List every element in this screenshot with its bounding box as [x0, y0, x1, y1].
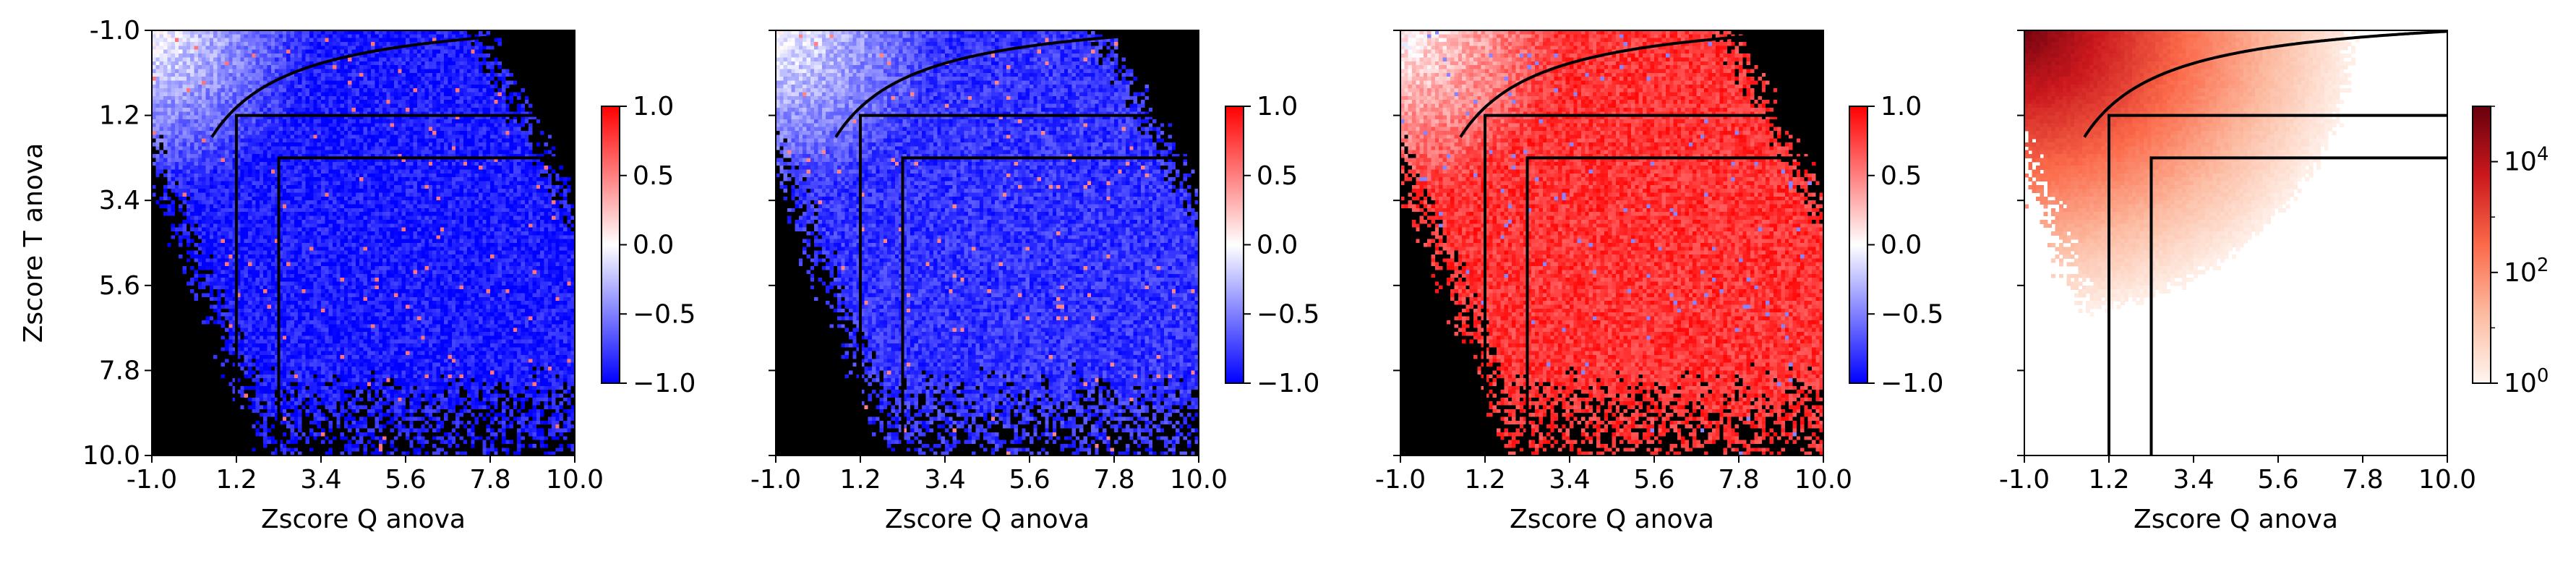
x-tick-label: 1.2 — [2088, 465, 2129, 495]
y-tick-label: 1.2 — [99, 101, 140, 131]
colorbar-tick-label: 0.0 — [633, 231, 674, 260]
colorbar-tick-label: 100 — [2504, 365, 2549, 398]
plot-frame — [775, 30, 1199, 456]
colorbar-tick-label: −0.5 — [1880, 299, 1943, 329]
threshold-box-2 — [277, 156, 575, 455]
overlay-curve — [834, 30, 1199, 138]
x-axis-label: Zscore Q anova — [261, 505, 466, 534]
x-tick-label: 3.4 — [924, 465, 965, 495]
heatmap-cells — [2024, 30, 2360, 317]
threshold-box-1 — [859, 114, 1199, 455]
x-tick-label: 10.0 — [546, 465, 604, 495]
x-tick-label: 7.8 — [469, 465, 510, 495]
colorbar-tick-label: −0.5 — [1257, 299, 1319, 329]
overlay-curve — [210, 30, 575, 138]
colorbar-scale — [1225, 106, 1244, 384]
chart-panel-3: -1.0 1.2 3.4 5.6 7.8 10.0 Zscore Q anova 1.0 0.5… — [1375, 30, 1943, 534]
x-tick-label: -1.0 — [750, 465, 801, 495]
tick-base: 10 — [2504, 258, 2537, 288]
colorbar-tick-label: 0.5 — [633, 161, 674, 191]
x-tick-label: -1.0 — [1375, 465, 1426, 495]
x-tick-label: 3.4 — [300, 465, 341, 495]
x-tick-label: -1.0 — [1999, 465, 2050, 495]
x-tick-label: 3.4 — [1549, 465, 1590, 495]
x-tick-label: 5.6 — [1633, 465, 1674, 495]
chart-panel-2: -1.0 1.2 3.4 5.6 7.8 10.0 Zscore Q anova 1.0 0.5… — [750, 30, 1319, 534]
x-tick-label: 10.0 — [1794, 465, 1852, 495]
y-tick-label: 3.4 — [99, 186, 140, 215]
x-tick-label: -1.0 — [127, 465, 177, 495]
colorbar-tick-label: −1.0 — [1257, 369, 1319, 398]
x-tick-label: 1.2 — [1464, 465, 1505, 495]
threshold-box-2 — [901, 156, 1199, 455]
x-tick-label: 7.8 — [2342, 465, 2383, 495]
tick-base: 10 — [2504, 147, 2537, 177]
overlay-curve — [1459, 30, 1824, 138]
y-tick-label: 5.6 — [99, 271, 140, 301]
colorbar-tick-label: 0.0 — [1257, 231, 1298, 260]
y-tick-label: 7.8 — [99, 356, 140, 385]
colorbar-tick-label: 0.0 — [1880, 231, 1922, 260]
tick-exponent: 2 — [2537, 254, 2549, 276]
threshold-box-1 — [2108, 114, 2447, 455]
x-tick-label: 7.8 — [1093, 465, 1134, 495]
heatmap-cells — [776, 30, 1199, 456]
x-tick-label: 10.0 — [1170, 465, 1228, 495]
x-tick-label: 10.0 — [2418, 465, 2476, 495]
colorbar-tick-label: 1.0 — [1880, 92, 1922, 121]
plot-frame — [151, 30, 575, 456]
colorbar-scale — [601, 106, 620, 384]
colorbar-tick-label: 0.5 — [1880, 161, 1922, 191]
plot-frame — [1400, 30, 1824, 456]
x-axis-label: Zscore Q anova — [1510, 505, 1714, 534]
y-tick-label: 10.0 — [82, 441, 140, 471]
threshold-box-2 — [1526, 156, 1823, 455]
heatmap-cells — [1400, 30, 1824, 456]
tick-exponent: 4 — [2537, 144, 2549, 166]
x-axis-label: Zscore Q anova — [2134, 505, 2338, 534]
plot-frame — [2024, 30, 2448, 456]
tick-base: 10 — [2504, 369, 2537, 398]
colorbar: 1.0 0.5 0.0 −0.5 −1.0 — [1225, 92, 1319, 398]
x-tick-label: 1.2 — [215, 465, 257, 495]
threshold-box-1 — [235, 114, 575, 455]
colorbar-tick-label: 1.0 — [1257, 92, 1298, 121]
x-tick-label: 3.4 — [2173, 465, 2214, 495]
x-tick-label: 5.6 — [2257, 465, 2298, 495]
colorbar-tick-label: 0.5 — [1257, 161, 1298, 191]
x-axis-label: Zscore Q anova — [885, 505, 1090, 534]
heatmap-cells — [152, 30, 575, 456]
x-tick-label: 7.8 — [1718, 465, 1759, 495]
x-tick-label: 5.6 — [1009, 465, 1050, 495]
colorbar: 1.0 0.5 0.0 −0.5 −1.0 — [601, 92, 696, 398]
threshold-box-2 — [2149, 156, 2447, 455]
x-tick-label: 1.2 — [839, 465, 881, 495]
colorbar-scale — [1849, 106, 1868, 384]
colorbar-scale — [2472, 106, 2491, 384]
colorbar-tick-label: −0.5 — [633, 299, 696, 329]
chart-panel-1: -1.0 1.2 3.4 5.6 7.8 10.0 Zscore Q anova -1.0 1.… — [19, 16, 696, 534]
y-axis-label: Zscore T anova — [19, 143, 48, 343]
colorbar: 1.0 0.5 0.0 −0.5 −1.0 — [1849, 92, 1943, 398]
colorbar-tick-label: 1.0 — [633, 92, 674, 121]
colorbar-tick-label: −1.0 — [1880, 369, 1943, 398]
x-tick-label: 5.6 — [385, 465, 426, 495]
tick-exponent: 0 — [2537, 365, 2549, 387]
colorbar-tick-label: 104 — [2504, 144, 2549, 177]
colorbar-tick-label: −1.0 — [633, 369, 696, 398]
threshold-box-1 — [1484, 114, 1823, 455]
overlay-curve — [2083, 30, 2448, 138]
y-tick-label: -1.0 — [90, 16, 140, 46]
colorbar-tick-label: 102 — [2504, 254, 2549, 288]
